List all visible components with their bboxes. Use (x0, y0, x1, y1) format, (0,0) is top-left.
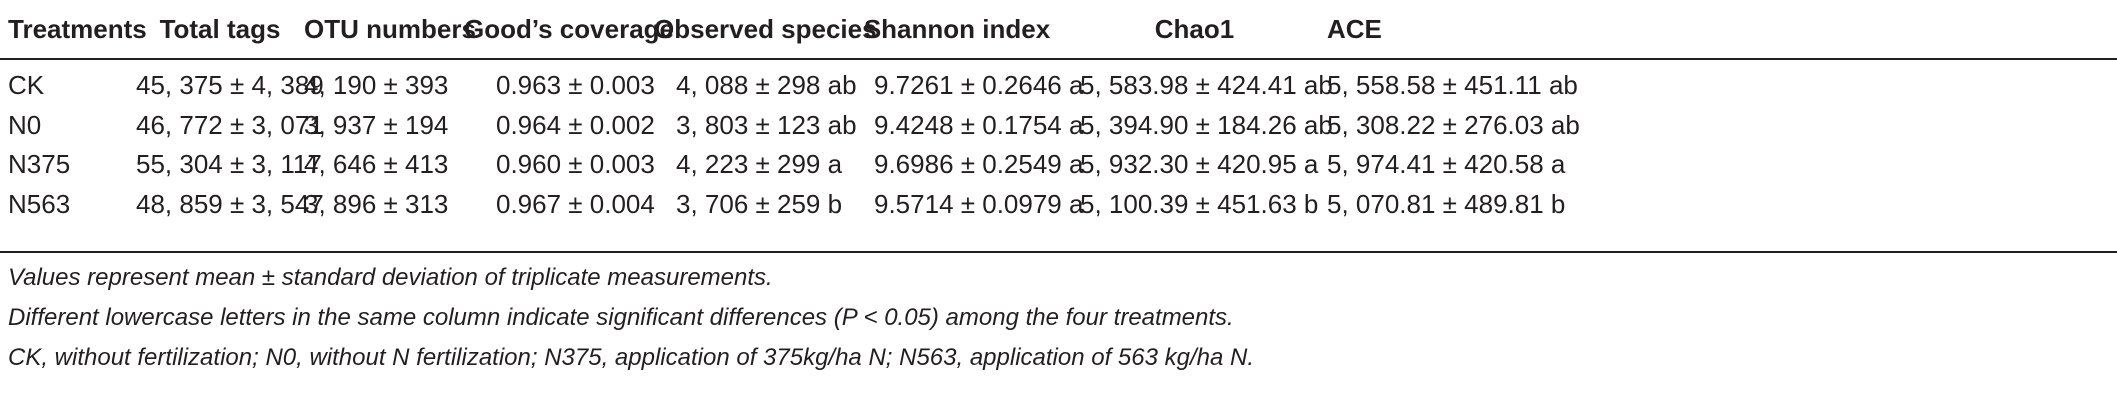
header-chao1: Chao1 (1070, 0, 1319, 60)
cell-chao1: 5, 100.39 ± 451.63 b (1080, 188, 1319, 219)
table-bottom-rule (0, 251, 2117, 253)
cell-total-tags: 45, 375 ± 4, 389 (136, 70, 324, 101)
cell-observed-species: 3, 706 ± 259 b (676, 188, 843, 219)
cell-shannon-index: 9.4248 ± 0.1754 a (874, 109, 1084, 140)
cell-goods-coverage: 0.963 ± 0.003 (496, 70, 655, 101)
footnote-abbreviations: CK, without fertilization; N0, without N… (8, 344, 1255, 371)
header-shannon-index: Shannon index (844, 0, 1070, 60)
cell-total-tags: 55, 304 ± 3, 117 (136, 149, 322, 180)
table-footnotes: Values represent mean ± standard deviati… (8, 258, 1254, 378)
cell-observed-species: 4, 223 ± 299 a (676, 149, 843, 180)
header-row: Treatments Total tags OTU numbers Good’s… (0, 0, 2117, 60)
cell-ace: 5, 974.41 ± 420.58 a (1327, 149, 1566, 180)
header-goods-coverage: Good’s coverage (464, 0, 674, 60)
row-label: N0 (8, 109, 42, 140)
cell-goods-coverage: 0.964 ± 0.002 (496, 109, 655, 140)
cell-otu-numbers: 4, 646 ± 413 (304, 149, 449, 180)
cell-total-tags: 48, 859 ± 3, 547 (136, 188, 324, 219)
header-otu-numbers: OTU numbers (304, 0, 476, 60)
results-table: Treatments Total tags OTU numbers Good’s… (0, 0, 2117, 225)
cell-chao1: 5, 394.90 ± 184.26 ab (1080, 109, 1333, 140)
row-label: N375 (8, 149, 71, 180)
cell-goods-coverage: 0.967 ± 0.004 (496, 188, 655, 219)
cell-observed-species: 3, 803 ± 123 ab (676, 109, 857, 140)
cell-total-tags: 46, 772 ± 3, 071 (136, 109, 324, 140)
cell-shannon-index: 9.7261 ± 0.2646 a (874, 70, 1084, 101)
table-row: N375 55, 304 ± 3, 117 4, 646 ± 413 0.960… (0, 145, 2117, 185)
row-label: N563 (8, 188, 71, 219)
cell-goods-coverage: 0.960 ± 0.003 (496, 149, 655, 180)
row-label: CK (8, 70, 45, 101)
cell-shannon-index: 9.6986 ± 0.2549 a (874, 149, 1084, 180)
cell-chao1: 5, 932.30 ± 420.95 a (1080, 149, 1319, 180)
footnote-significance: Different lowercase letters in the same … (8, 304, 1234, 331)
header-ace: ACE (1319, 0, 2117, 60)
cell-ace: 5, 558.58 ± 451.11 ab (1327, 70, 1578, 101)
cell-ace: 5, 308.22 ± 276.03 ab (1327, 109, 1580, 140)
cell-otu-numbers: 3, 896 ± 313 (304, 188, 449, 219)
header-total-tags: Total tags (136, 0, 304, 60)
cell-otu-numbers: 3, 937 ± 194 (304, 109, 449, 140)
header-observed-species: Observed species (654, 0, 877, 60)
table-row: N0 46, 772 ± 3, 071 3, 937 ± 194 0.964 ±… (0, 106, 2117, 146)
cell-ace: 5, 070.81 ± 489.81 b (1327, 188, 1566, 219)
cell-observed-species: 4, 088 ± 298 ab (676, 70, 857, 101)
table-row: N563 48, 859 ± 3, 547 3, 896 ± 313 0.967… (0, 185, 2117, 225)
cell-otu-numbers: 4, 190 ± 393 (304, 70, 449, 101)
cell-chao1: 5, 583.98 ± 424.41 ab (1080, 70, 1333, 101)
footnote-values: Values represent mean ± standard deviati… (8, 264, 773, 291)
table-row: CK 45, 375 ± 4, 389 4, 190 ± 393 0.963 ±… (0, 59, 2117, 106)
header-treatments: Treatments (0, 0, 147, 60)
cell-shannon-index: 9.5714 ± 0.0979 a (874, 188, 1084, 219)
